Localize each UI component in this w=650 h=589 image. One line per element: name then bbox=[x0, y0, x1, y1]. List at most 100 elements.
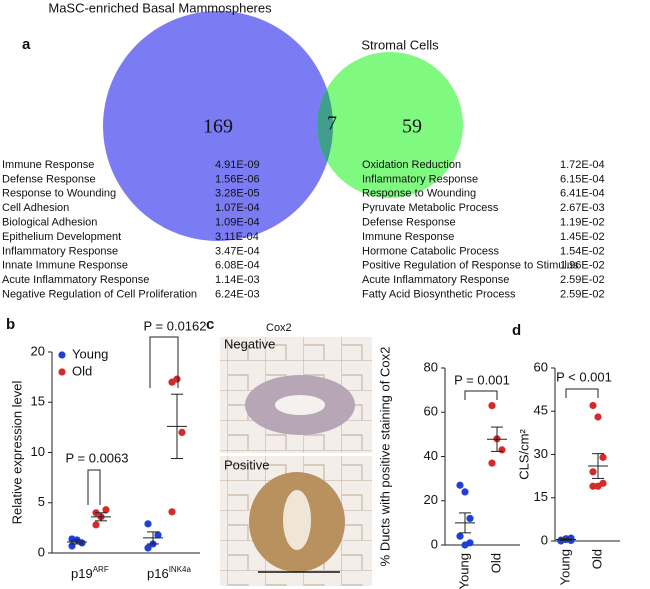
term: Negative Regulation of Cell Proliferatio… bbox=[2, 289, 197, 301]
x-tick-label: Old bbox=[589, 549, 604, 569]
venn-count: 59 bbox=[402, 116, 422, 138]
bracket bbox=[565, 388, 599, 398]
image-label: Negative bbox=[224, 336, 275, 351]
y-tick-label: 0 bbox=[431, 536, 438, 551]
data-point bbox=[466, 539, 474, 547]
y-tick-label: 60 bbox=[424, 404, 438, 419]
p-value: 1.54E-02 bbox=[560, 245, 605, 257]
x-tick-label: Young bbox=[456, 553, 471, 589]
term: Hormone Catabolic Process bbox=[362, 245, 499, 257]
venn-right bbox=[317, 52, 463, 198]
p-annotation: P = 0.0162 bbox=[143, 318, 206, 333]
data-point bbox=[173, 375, 181, 383]
micrograph-lumen bbox=[283, 490, 311, 550]
term: Defense Response bbox=[362, 217, 456, 229]
venn-title: Stromal Cells bbox=[361, 37, 439, 52]
data-point bbox=[498, 446, 506, 454]
data-point bbox=[599, 479, 607, 487]
p-value: 3.28E-05 bbox=[215, 188, 260, 200]
x-tick-label: p16INK4a bbox=[147, 565, 191, 581]
term: Cell Adhesion bbox=[2, 202, 69, 214]
panel-label: b bbox=[6, 316, 15, 333]
term: Defense Response bbox=[2, 173, 96, 185]
bracket bbox=[87, 469, 101, 505]
p-annotation: P < 0.001 bbox=[556, 369, 612, 384]
p-value: 1.56E-06 bbox=[215, 173, 260, 185]
data-point bbox=[456, 481, 464, 489]
category: p19 bbox=[71, 566, 93, 581]
data-point bbox=[178, 428, 186, 436]
data-point bbox=[102, 506, 110, 514]
y-axis-label: Relative expression level bbox=[9, 380, 24, 524]
panel-label: d bbox=[512, 322, 521, 339]
y-tick-label: 15 bbox=[534, 489, 548, 504]
term: Pyruvate Metabolic Process bbox=[362, 202, 499, 214]
p-value: 6.15E-04 bbox=[560, 173, 605, 185]
data-point bbox=[466, 514, 474, 523]
p-value: 6.41E-04 bbox=[560, 188, 605, 200]
term: Fatty Acid Biosynthetic Process bbox=[362, 289, 516, 301]
venn-title: MaSC-enriched Basal Mammospheres bbox=[48, 0, 272, 15]
data-point bbox=[68, 542, 76, 550]
data-point bbox=[488, 402, 496, 410]
data-point bbox=[144, 544, 152, 552]
y-tick-label: 0 bbox=[38, 544, 45, 559]
term: Oxidation Reduction bbox=[362, 159, 461, 171]
x-tick-label: p19ARF bbox=[71, 565, 109, 581]
term: Response to Wounding bbox=[2, 188, 116, 200]
data-point bbox=[589, 401, 597, 410]
p-value: 1.96E-02 bbox=[560, 260, 605, 272]
venn-count: 7 bbox=[327, 113, 337, 135]
p-value: 1.14E-03 bbox=[215, 274, 260, 286]
term: Acute Inflammatory Response bbox=[2, 274, 149, 286]
bracket bbox=[149, 336, 179, 388]
term: Innate Immune Response bbox=[2, 260, 128, 272]
term: Epithelium Development bbox=[2, 231, 121, 243]
term: Acute Inflammatory Response bbox=[362, 274, 509, 286]
image-label: Positive bbox=[224, 457, 270, 472]
y-tick-label: 20 bbox=[31, 343, 45, 358]
data-point bbox=[78, 539, 86, 547]
venn-count: 169 bbox=[203, 116, 233, 138]
p-annotation: P = 0.0063 bbox=[65, 450, 128, 465]
data-point bbox=[154, 531, 162, 539]
p-value: 6.24E-03 bbox=[215, 289, 260, 301]
y-tick-label: 0 bbox=[541, 532, 548, 547]
p-annotation: P = 0.001 bbox=[454, 372, 510, 387]
data-point bbox=[589, 468, 597, 476]
term: Positive Regulation of Response to Stimu… bbox=[362, 260, 579, 272]
p-value: 3.47E-04 bbox=[215, 245, 260, 257]
category: p16 bbox=[147, 566, 169, 581]
y-tick-label: 80 bbox=[424, 359, 438, 374]
venn-left bbox=[103, 11, 333, 241]
term: Inflammatory Response bbox=[362, 173, 478, 185]
legend-marker bbox=[58, 351, 66, 359]
micrograph-lumen bbox=[275, 395, 325, 415]
p-value: 1.07E-04 bbox=[215, 202, 260, 214]
x-tick-label: Young bbox=[557, 549, 572, 585]
p-value: 1.45E-02 bbox=[560, 231, 605, 243]
x-tick-label: Old bbox=[488, 553, 503, 573]
p-value: 2.67E-03 bbox=[560, 202, 605, 214]
p-value: 2.59E-02 bbox=[560, 289, 605, 301]
image-title: Cox2 bbox=[266, 322, 292, 334]
p-value: 2.59E-02 bbox=[560, 274, 605, 286]
p-value: 1.09E-04 bbox=[215, 217, 260, 229]
data-point bbox=[168, 508, 176, 516]
p-value: 3.11E-04 bbox=[215, 231, 259, 243]
p-value: 1.19E-02 bbox=[560, 217, 605, 229]
category-superscript: ARF bbox=[93, 565, 109, 574]
category-superscript: INK4a bbox=[169, 565, 192, 574]
data-point bbox=[461, 488, 469, 496]
y-tick-label: 10 bbox=[31, 444, 45, 459]
data-point bbox=[456, 532, 464, 540]
y-tick-label: 60 bbox=[534, 359, 548, 374]
y-tick-label: 15 bbox=[31, 394, 45, 409]
term: Immune Response bbox=[362, 231, 454, 243]
data-point bbox=[92, 521, 100, 529]
data-point bbox=[599, 453, 607, 461]
data-point bbox=[68, 535, 76, 543]
panel-label: a bbox=[22, 36, 31, 53]
p-value: 4.91E-09 bbox=[215, 159, 260, 171]
